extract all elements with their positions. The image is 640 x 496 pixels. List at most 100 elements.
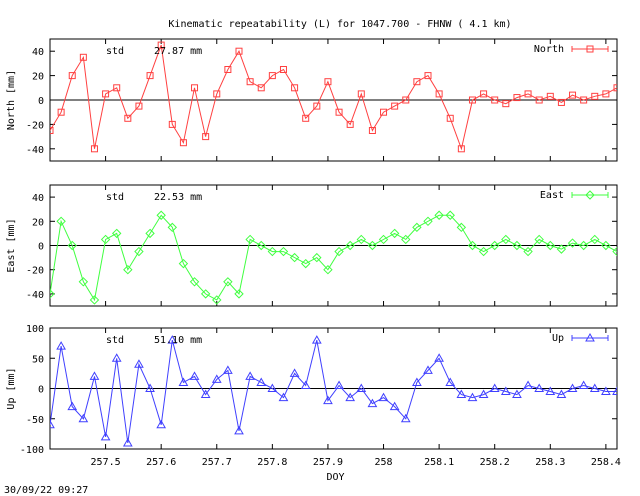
data-point-north <box>424 72 432 80</box>
data-point-north <box>413 78 421 86</box>
data-point-up <box>211 374 222 383</box>
data-point-east <box>111 228 122 239</box>
data-point-north <box>157 41 165 49</box>
data-point-north <box>124 114 132 122</box>
data-point-up <box>78 413 89 423</box>
data-point-up <box>478 389 489 399</box>
data-point-east <box>556 244 567 254</box>
data-point-north <box>357 90 365 98</box>
y-tick-label-up: -100 <box>20 445 44 456</box>
footer-timestamp: 30/09/22 09:27 <box>4 485 88 496</box>
data-point-east <box>545 240 556 251</box>
y-tick-label-up: 100 <box>26 324 44 335</box>
data-point-north <box>135 102 143 110</box>
y-tick-label-north: -40 <box>26 145 44 156</box>
x-tick-label: 258.3 <box>535 457 565 468</box>
data-point-east <box>445 210 455 220</box>
data-point-north <box>602 90 610 98</box>
data-point-north <box>513 94 521 102</box>
data-point-east <box>590 234 600 245</box>
data-point-up <box>89 371 100 380</box>
data-point-north <box>313 102 321 110</box>
data-point-up <box>334 380 344 389</box>
data-point-east <box>300 258 311 269</box>
data-point-east <box>501 234 511 245</box>
series-east <box>50 210 617 305</box>
data-point-east <box>50 289 55 299</box>
data-point-east <box>156 210 166 220</box>
data-point-up <box>578 380 589 389</box>
data-point-east <box>523 246 533 257</box>
data-point-north <box>102 90 110 98</box>
y-tick-label-east: 40 <box>32 193 44 204</box>
data-point-east <box>145 228 155 239</box>
y-tick-label-north: 0 <box>38 96 44 107</box>
y-tick-label-up: 0 <box>38 385 44 396</box>
data-point-up <box>356 383 367 392</box>
data-point-up <box>423 365 433 374</box>
data-point-up <box>389 401 400 411</box>
data-point-up <box>400 413 411 423</box>
x-tick-label: 258.4 <box>591 457 621 468</box>
data-point-north <box>90 145 98 153</box>
data-point-north <box>202 133 210 141</box>
data-point-north <box>191 84 199 92</box>
x-axis-label: DOY <box>326 472 344 483</box>
panel-north: -40 -20 0 20 40 North [mm] std 27.87 mm North <box>6 38 618 162</box>
data-point-east <box>456 222 467 233</box>
data-point-up <box>200 389 211 399</box>
data-point-north <box>279 66 287 73</box>
data-point-east <box>434 210 444 220</box>
data-point-up <box>434 353 444 362</box>
data-point-up <box>612 386 617 396</box>
y-tick-label-east: 20 <box>32 217 44 228</box>
panel-up: -100 -50 0 50 100 257.5 257.6 257.7 257.8 257.9 25… <box>6 324 621 483</box>
data-point-up <box>378 392 389 402</box>
data-point-east <box>123 264 133 275</box>
x-tick-label: 258.1 <box>424 457 454 468</box>
data-point-up <box>56 341 66 350</box>
data-point-north <box>435 90 443 98</box>
data-point-north <box>291 84 299 92</box>
data-point-east <box>389 228 400 239</box>
data-point-north <box>213 90 221 98</box>
data-point-north <box>302 114 310 122</box>
y-axis-label-up: Up [mm] <box>6 367 17 409</box>
data-point-up <box>300 380 311 389</box>
data-point-north <box>368 127 376 134</box>
legend-marker-up <box>585 332 595 342</box>
y-tick-label-east: 0 <box>38 242 44 253</box>
data-point-east <box>78 277 89 287</box>
data-point-up <box>467 392 478 402</box>
data-point-up <box>167 335 178 344</box>
y-tick-label-north: -20 <box>26 120 44 131</box>
data-point-east <box>134 246 144 257</box>
data-point-north <box>569 91 577 99</box>
data-point-east <box>323 264 333 275</box>
data-point-north <box>235 47 243 55</box>
data-point-north <box>446 114 454 122</box>
x-tick-label: 257.8 <box>257 457 287 468</box>
data-point-north <box>335 108 343 116</box>
data-point-north <box>346 120 354 128</box>
legend-label-up: Up <box>552 333 564 344</box>
data-point-north <box>524 90 532 98</box>
data-point-up <box>156 419 167 429</box>
data-point-east <box>200 289 211 299</box>
data-point-north <box>502 100 510 108</box>
std-value-up: 51.10 mm <box>154 335 202 346</box>
series-line-north <box>50 44 617 151</box>
y-axis-label-north: North [mm] <box>6 70 17 130</box>
data-point-east <box>67 240 77 251</box>
data-point-north <box>324 78 332 86</box>
data-point-north <box>580 96 588 104</box>
x-tick-label: 258.2 <box>480 457 510 468</box>
data-point-up <box>489 383 500 392</box>
series-line-east <box>50 214 617 302</box>
data-point-east <box>356 234 367 245</box>
x-tick-label: 257.6 <box>146 457 176 468</box>
data-point-east <box>467 240 478 251</box>
y-tick-label-east: -40 <box>26 290 44 301</box>
data-point-north <box>246 78 254 86</box>
